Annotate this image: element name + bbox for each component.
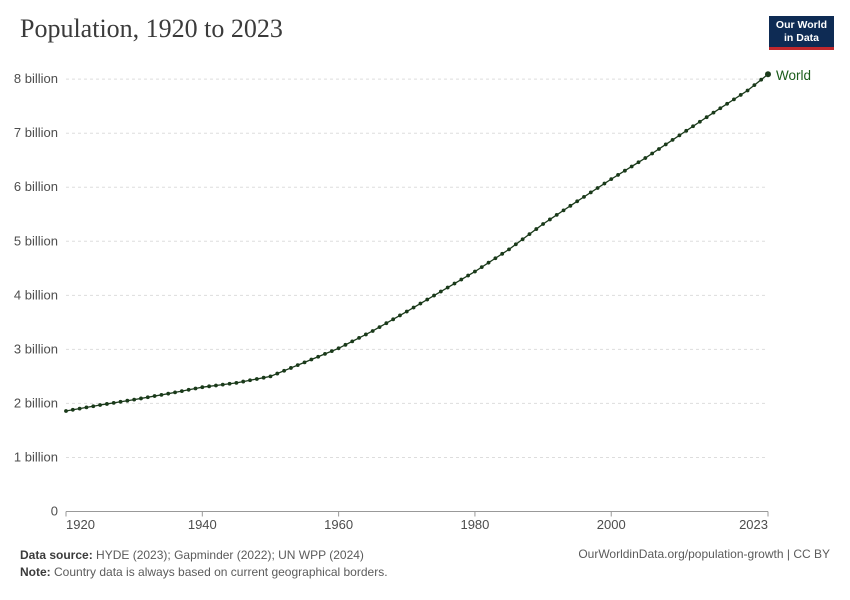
svg-text:3 billion: 3 billion — [14, 341, 58, 356]
svg-text:0: 0 — [51, 504, 58, 519]
svg-text:4 billion: 4 billion — [14, 287, 58, 302]
svg-text:1 billion: 1 billion — [14, 449, 58, 464]
svg-text:5 billion: 5 billion — [14, 233, 58, 248]
svg-text:7 billion: 7 billion — [14, 125, 58, 140]
svg-text:2 billion: 2 billion — [14, 395, 58, 410]
svg-text:World: World — [776, 68, 811, 83]
svg-text:6 billion: 6 billion — [14, 179, 58, 194]
svg-text:1940: 1940 — [188, 517, 217, 532]
svg-text:1980: 1980 — [460, 517, 489, 532]
svg-text:2023: 2023 — [739, 517, 768, 532]
svg-text:8 billion: 8 billion — [14, 71, 58, 86]
svg-text:1920: 1920 — [66, 517, 95, 532]
svg-text:2000: 2000 — [597, 517, 626, 532]
svg-text:1960: 1960 — [324, 517, 353, 532]
